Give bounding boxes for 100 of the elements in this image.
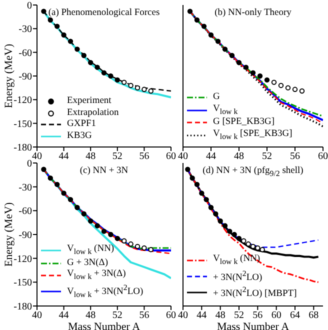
point xyxy=(208,204,214,210)
point xyxy=(142,245,147,251)
point xyxy=(108,73,114,79)
x-tick-label: 60 xyxy=(318,151,328,162)
legend-label: Experiment xyxy=(67,96,112,108)
y-tick-label: -30 xyxy=(18,182,32,194)
y-tick-label: -60 xyxy=(18,48,32,59)
point xyxy=(101,228,107,234)
y-tick-label: -120 xyxy=(14,95,32,106)
legend-label: GXPF1 xyxy=(67,119,96,130)
point xyxy=(122,80,127,85)
legend-label: V$_{low k}$ + 3N(N$^{2}$LO) xyxy=(67,282,144,301)
legend-label: + 3N(N$^{2}$LO) [MBPT] xyxy=(213,284,297,301)
point xyxy=(194,17,200,23)
point xyxy=(134,85,140,90)
point xyxy=(236,60,242,66)
point xyxy=(54,182,60,188)
x-tick-label: 68 xyxy=(308,310,319,322)
point xyxy=(285,85,291,90)
legend-label: Extrapolation xyxy=(67,108,119,119)
point xyxy=(271,80,277,85)
x-tick-label: 60 xyxy=(166,310,176,322)
point xyxy=(48,175,53,181)
y-tick-label: -90 xyxy=(18,230,32,242)
point xyxy=(222,46,228,52)
point xyxy=(208,32,214,38)
x-axis-title: Mass Number A xyxy=(216,321,290,330)
x-tick-label: 56 xyxy=(139,151,150,162)
y-tick-label: -150 xyxy=(14,118,32,130)
x-tick-label: 40 xyxy=(178,151,188,162)
legend-label: G xyxy=(213,92,220,104)
point xyxy=(68,38,74,44)
point xyxy=(201,24,207,29)
y-axis-title: Energy (MeV) xyxy=(2,44,15,108)
y-tick-label: -180 xyxy=(14,142,32,154)
point xyxy=(114,236,120,242)
chart-title: (b) NN-only Theory xyxy=(214,8,292,18)
legend-label: KB3G xyxy=(67,130,92,142)
point xyxy=(48,17,53,23)
point xyxy=(41,166,46,172)
point xyxy=(222,223,228,228)
x-tick-label: 40 xyxy=(178,310,188,322)
y-tick-label: -60 xyxy=(18,206,32,218)
point xyxy=(148,88,154,94)
x-tick-label: 56 xyxy=(139,310,150,322)
y-tick-label: -90 xyxy=(18,72,32,83)
x-tick-label: 56 xyxy=(252,310,263,322)
y-axis-title: Energy (MeV) xyxy=(2,202,15,267)
point xyxy=(243,64,249,70)
point xyxy=(61,190,66,196)
point xyxy=(218,218,223,224)
point xyxy=(114,77,120,83)
point xyxy=(148,246,154,252)
point xyxy=(299,88,305,94)
point xyxy=(185,166,190,172)
x-axis-title: Mass Number A xyxy=(68,321,140,330)
chart-title: (c) NN + 3N xyxy=(78,166,130,176)
x-tick-label: 40 xyxy=(32,310,42,322)
point xyxy=(187,8,193,14)
x-tick-label: 64 xyxy=(290,310,300,322)
point xyxy=(94,223,100,228)
point xyxy=(241,238,246,244)
x-tick-label: 60 xyxy=(166,151,176,162)
point xyxy=(74,204,80,210)
legend-label: V$_{low k}$ [SPE_KB3G] xyxy=(213,128,292,142)
x-tick-label: 48 xyxy=(234,151,244,162)
chart-title: (d) NN + 3N (pfg$_{9/2}$ shell) xyxy=(202,166,304,178)
point xyxy=(108,232,114,238)
x-tick-label: 44 xyxy=(206,151,216,162)
point xyxy=(229,52,235,58)
point xyxy=(68,196,74,202)
point xyxy=(81,211,86,216)
point xyxy=(257,73,263,79)
point xyxy=(227,228,232,234)
point xyxy=(194,182,200,188)
point xyxy=(74,46,80,52)
legend-label: V$_{low k}$ xyxy=(213,104,238,117)
point xyxy=(236,236,242,242)
point xyxy=(88,218,94,224)
point xyxy=(41,8,46,14)
legend-label: G + 3N(Δ) xyxy=(67,258,108,270)
legend-label: V$_{low k}$ + 3N(Δ) xyxy=(67,269,126,282)
x-tick-label: 44 xyxy=(58,151,69,162)
point xyxy=(250,70,256,76)
x-tick-label: 48 xyxy=(86,151,96,162)
x-tick-label: 52 xyxy=(234,310,244,322)
x-tick-label: 40 xyxy=(32,151,42,162)
x-tick-label: 52 xyxy=(112,310,122,322)
x-tick-label: 48 xyxy=(86,310,96,322)
x-tick-label: 44 xyxy=(196,310,207,322)
y-tick-label: 0 xyxy=(27,0,32,12)
x-tick-label: 56 xyxy=(290,151,300,162)
point xyxy=(215,38,221,44)
point xyxy=(278,82,284,88)
point xyxy=(122,238,127,244)
point xyxy=(292,86,298,92)
y-tick-label: -180 xyxy=(14,302,32,313)
x-tick-label: 48 xyxy=(215,310,226,322)
point xyxy=(94,64,100,70)
point xyxy=(142,86,147,92)
